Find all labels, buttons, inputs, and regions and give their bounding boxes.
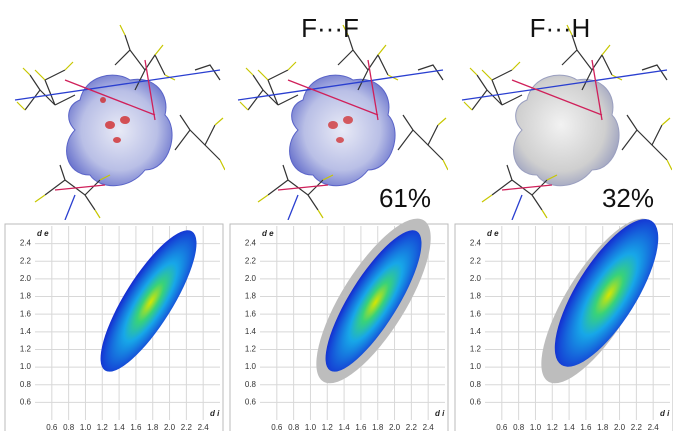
y-tick-label: 0.6 — [470, 397, 482, 406]
panel-title: F···F — [301, 13, 359, 43]
y-tick-label: 0.6 — [245, 397, 257, 406]
x-tick-label: 0.6 — [46, 423, 58, 431]
panel-title: F···H — [530, 13, 591, 43]
y-tick-label: 2.4 — [470, 239, 482, 248]
y-tick-label: 1.2 — [20, 345, 32, 354]
x-tick-label: 1.6 — [130, 423, 142, 431]
y-tick-label: 2.4 — [245, 239, 257, 248]
x-tick-label: 0.6 — [271, 423, 283, 431]
x-tick-label: 0.8 — [63, 423, 75, 431]
x-tick-label: 1.4 — [564, 423, 576, 431]
x-tick-label: 2.0 — [389, 423, 401, 431]
y-tick-label: 1.2 — [470, 345, 482, 354]
x-axis-label: d i — [660, 409, 670, 418]
page: Hirshfeld fingerprint plots body { margi… — [0, 0, 673, 431]
body: {"panels": [ {"title": null, "percent": … — [0, 0, 673, 431]
y-tick-label: 1.0 — [245, 362, 257, 371]
y-tick-label: 1.8 — [470, 292, 482, 301]
y-axis-label: d e — [37, 229, 49, 238]
x-tick-label: 1.0 — [80, 423, 92, 431]
y-tick-label: 1.8 — [245, 292, 257, 301]
x-tick-label: 2.2 — [631, 423, 643, 431]
y-tick-label: 2.2 — [245, 256, 257, 265]
figure: 0.6 0.6 0.8 0.8 1.0 1.0 1.2 1.2 1.4 1.4 1.6 1.6 1.8 1… — [0, 0, 673, 431]
y-axis-label: d e — [262, 229, 274, 238]
hirshfeld-surface — [67, 75, 172, 186]
x-tick-label: 1.4 — [114, 423, 126, 431]
hirshfeld-surface — [514, 75, 619, 186]
x-tick-label: 1.0 — [530, 423, 542, 431]
x-axis-label: d i — [435, 409, 445, 418]
contact-percent: 61% — [379, 183, 431, 213]
x-tick-label: 2.2 — [181, 423, 193, 431]
y-tick-label: 1.4 — [245, 327, 257, 336]
y-tick-label: 1.4 — [470, 327, 482, 336]
x-tick-label: 1.8 — [372, 423, 384, 431]
y-tick-label: 1.4 — [20, 327, 32, 336]
x-tick-label: 2.0 — [614, 423, 626, 431]
fingerprint-plot: 0.6 0.6 0.8 0.8 1.0 1.0 1.2 1.2 1.4 1.4 1.6 1.6 1.8 1… — [455, 203, 673, 431]
x-tick-label: 2.4 — [423, 423, 435, 431]
y-tick-label: 2.2 — [470, 256, 482, 265]
y-tick-label: 0.6 — [20, 397, 32, 406]
x-tick-label: 0.8 — [288, 423, 300, 431]
x-tick-label: 1.6 — [355, 423, 367, 431]
x-tick-label: 2.0 — [164, 423, 176, 431]
x-tick-label: 2.2 — [406, 423, 418, 431]
x-tick-label: 1.2 — [322, 423, 334, 431]
fingerprint-plot: 0.6 0.6 0.8 0.8 1.0 1.0 1.2 1.2 1.4 1.4 1.6 1.6 1.8 1… — [230, 203, 451, 431]
x-tick-label: 1.2 — [97, 423, 109, 431]
y-tick-label: 2.2 — [20, 256, 32, 265]
x-tick-label: 2.4 — [648, 423, 660, 431]
y-tick-label: 1.6 — [245, 309, 257, 318]
fingerprint-plot: 0.6 0.6 0.8 0.8 1.0 1.0 1.2 1.2 1.4 1.4 1.6 1.6 1.8 1… — [5, 219, 223, 431]
x-tick-label: 1.0 — [305, 423, 317, 431]
x-tick-label: 0.6 — [496, 423, 508, 431]
y-tick-label: 1.6 — [470, 309, 482, 318]
x-tick-label: 0.8 — [513, 423, 525, 431]
y-tick-label: 1.6 — [20, 309, 32, 318]
contact-cloud — [536, 205, 673, 381]
y-tick-label: 0.8 — [20, 380, 32, 389]
x-tick-label: 1.4 — [339, 423, 351, 431]
x-tick-label: 2.4 — [198, 423, 210, 431]
x-tick-label: 1.6 — [580, 423, 592, 431]
y-tick-label: 2.0 — [470, 274, 482, 283]
y-axis-label: d e — [487, 229, 499, 238]
y-tick-label: 0.8 — [470, 380, 482, 389]
y-tick-label: 1.8 — [20, 292, 32, 301]
y-tick-label: 1.0 — [20, 362, 32, 371]
hirshfeld-surface — [290, 75, 395, 186]
contact-percent: 32% — [602, 183, 654, 213]
x-axis-label: d i — [210, 409, 220, 418]
x-tick-label: 1.2 — [547, 423, 559, 431]
y-tick-label: 1.0 — [470, 362, 482, 371]
y-tick-label: 2.0 — [245, 274, 257, 283]
y-tick-label: 0.8 — [245, 380, 257, 389]
y-tick-label: 1.2 — [245, 345, 257, 354]
y-tick-label: 2.0 — [20, 274, 32, 283]
x-tick-label: 1.8 — [147, 423, 159, 431]
molecule-1 — [15, 25, 225, 220]
x-tick-label: 1.8 — [597, 423, 609, 431]
y-tick-label: 2.4 — [20, 239, 32, 248]
